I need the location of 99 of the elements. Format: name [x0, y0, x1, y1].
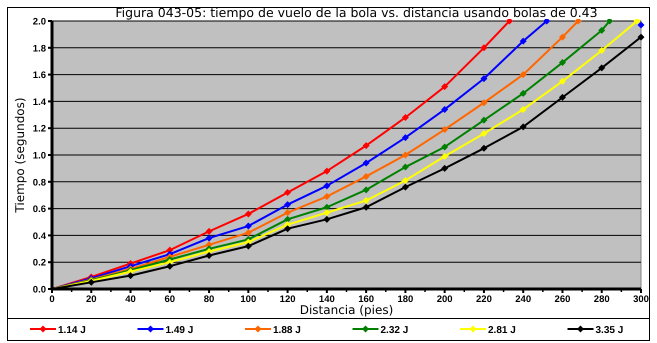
point	[244, 222, 252, 230]
point	[244, 229, 252, 236]
y-tick-label: 1.6	[32, 70, 46, 82]
legend-label: 3.35 J	[596, 325, 624, 336]
point	[441, 106, 448, 113]
y-tick-label: 0.6	[32, 204, 46, 216]
x-tick-label: 0	[49, 294, 55, 305]
point	[558, 78, 566, 85]
point	[480, 44, 488, 52]
point	[520, 123, 527, 130]
point	[244, 210, 252, 218]
point	[480, 130, 488, 138]
point	[284, 225, 292, 232]
point	[558, 34, 566, 41]
point	[520, 38, 527, 45]
point	[127, 272, 134, 280]
point	[402, 176, 409, 184]
x-tick-label: 40	[125, 294, 136, 305]
point	[543, 19, 550, 24]
point	[323, 209, 330, 216]
point	[558, 94, 566, 101]
point	[323, 168, 330, 175]
x-tick-label: 300	[633, 294, 649, 305]
point	[323, 204, 330, 211]
legend-label: 1.88 J	[273, 325, 301, 336]
point	[362, 160, 370, 167]
y-tick-label: 1.4	[32, 96, 47, 108]
point	[284, 189, 292, 196]
point	[323, 182, 330, 190]
y-axis-title: Tiempo (segundos)	[13, 97, 27, 214]
point	[598, 46, 606, 54]
x-tick-label: 120	[280, 294, 296, 305]
point	[606, 19, 614, 24]
point	[402, 114, 409, 121]
point	[402, 164, 409, 171]
point	[520, 71, 527, 78]
point	[323, 193, 330, 200]
y-tick-label: 0.8	[32, 177, 46, 188]
x-tick-label: 80	[204, 294, 214, 305]
x-tick-label: 20	[86, 294, 97, 305]
x-tick-label: 60	[164, 294, 176, 305]
x-tick-label: 140	[318, 294, 335, 305]
y-tick-label: 2.0	[32, 16, 46, 28]
point	[362, 172, 370, 180]
x-tick-label: 160	[358, 294, 374, 305]
x-tick-label: 100	[240, 294, 256, 305]
point	[244, 242, 252, 250]
legend-label: 1.49 J	[166, 325, 194, 336]
point	[206, 228, 213, 235]
y-tick-label: 1.2	[32, 124, 46, 135]
point	[362, 197, 370, 204]
point	[598, 64, 606, 72]
legend-label: 1.14 J	[58, 325, 86, 336]
point	[323, 216, 330, 223]
point	[362, 142, 370, 150]
point	[638, 34, 644, 41]
point	[441, 152, 448, 160]
point	[362, 186, 370, 194]
x-tick-label: 280	[594, 294, 610, 305]
point	[206, 234, 213, 242]
point	[402, 152, 409, 158]
point	[574, 19, 582, 24]
point	[638, 22, 644, 29]
x-tick-label: 180	[397, 294, 414, 305]
point	[520, 90, 527, 97]
chart-title: Figura 043-05: tiempo de vuelo de la bola vs. distancia usando bolas de 0.43	[115, 5, 598, 20]
point	[441, 143, 448, 150]
point	[520, 106, 527, 113]
point	[480, 116, 488, 124]
point	[558, 59, 566, 66]
y-tick-label: 1.8	[32, 43, 46, 54]
legend-label: 2.81 J	[488, 325, 516, 336]
point	[506, 19, 513, 24]
y-tick-label: 1.0	[32, 150, 46, 162]
point	[480, 75, 488, 82]
point	[441, 83, 448, 90]
y-tick-label: 0.2	[32, 258, 46, 269]
point	[362, 204, 370, 211]
y-tick-label: 0.0	[32, 284, 46, 296]
point	[441, 126, 448, 134]
x-tick-label: 220	[476, 294, 492, 305]
point	[441, 164, 448, 172]
point	[598, 26, 606, 34]
x-tick-label: 240	[515, 294, 532, 305]
x-tick-label: 200	[436, 294, 453, 305]
point	[284, 216, 292, 223]
point	[166, 262, 174, 270]
x-tick-label: 260	[554, 294, 570, 305]
point	[402, 134, 409, 142]
y-tick-label: 0.4	[32, 230, 47, 242]
point	[206, 252, 213, 259]
point	[634, 19, 641, 24]
legend-label: 2.32 J	[380, 325, 408, 336]
point	[284, 209, 292, 216]
point	[402, 184, 409, 191]
point	[480, 99, 488, 106]
point	[284, 201, 292, 208]
x-axis-title: Distancia (pies)	[300, 303, 394, 317]
point	[480, 144, 488, 152]
